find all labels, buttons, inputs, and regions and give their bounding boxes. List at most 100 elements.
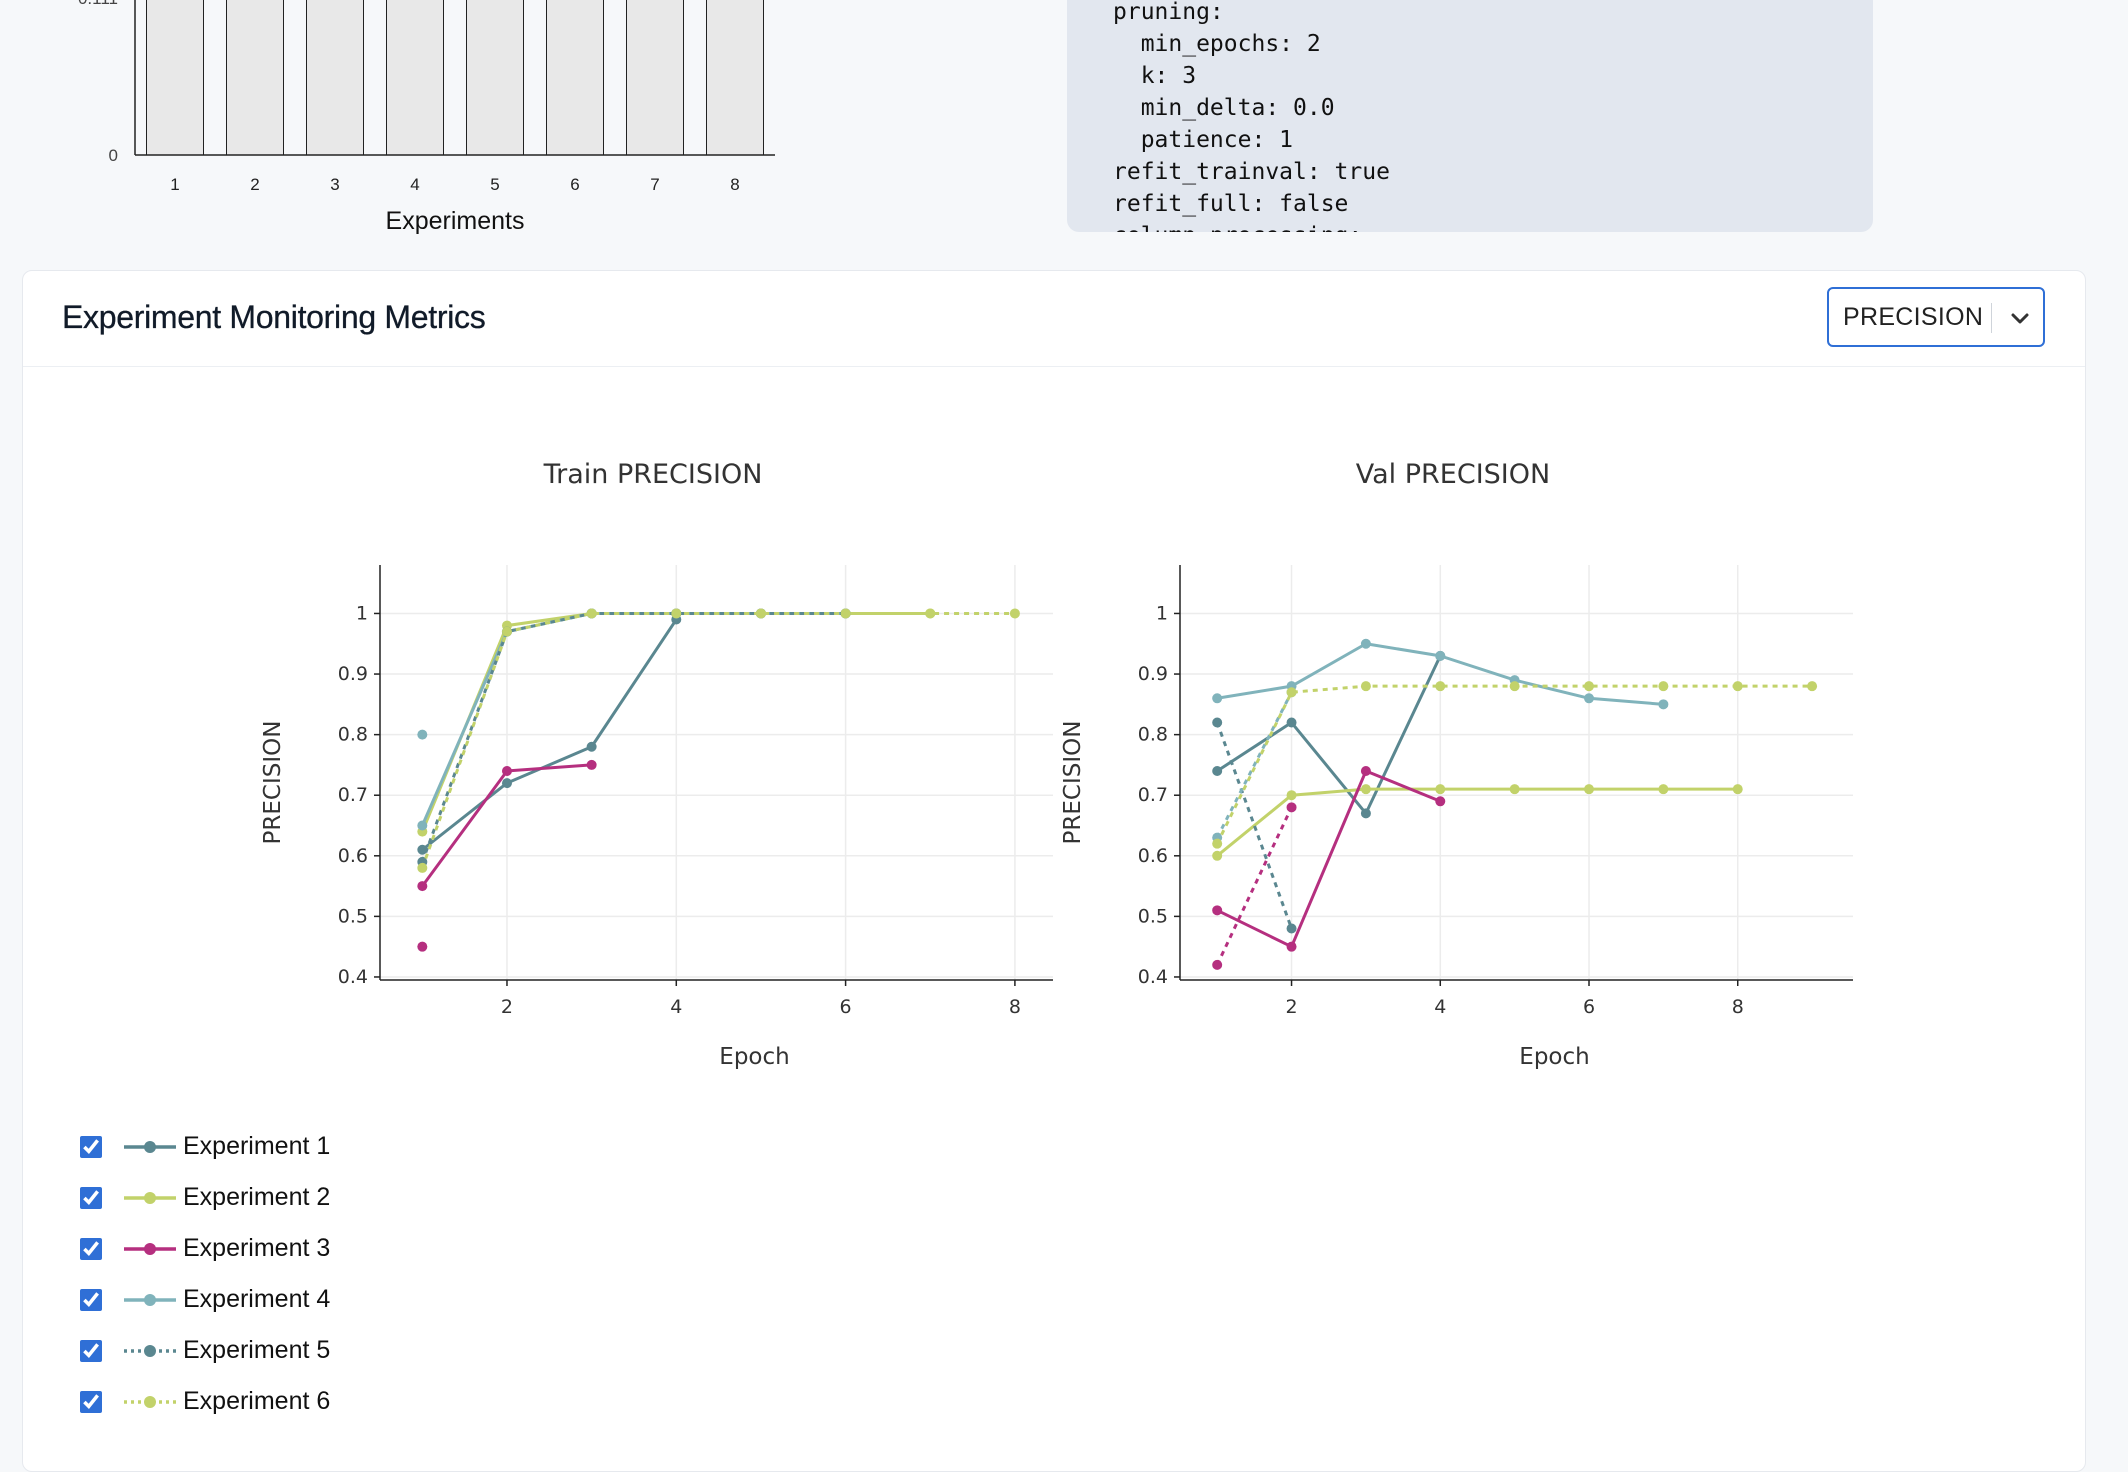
data-point	[1286, 717, 1297, 728]
data-point	[1286, 802, 1297, 813]
legend-line-icon	[124, 1141, 176, 1153]
y-tick-label: 0.7	[338, 784, 368, 806]
legend-checkbox[interactable]	[80, 1289, 102, 1311]
data-point	[1360, 681, 1371, 692]
legend-item[interactable]: Experiment 2	[80, 1181, 480, 1221]
series-line	[1216, 655, 1442, 815]
legend-checkbox[interactable]	[80, 1136, 102, 1158]
data-point	[417, 862, 428, 873]
x-axis-label: Epoch	[719, 1044, 789, 1070]
legend-label: Experiment 5	[183, 1336, 331, 1364]
series-experiment-3b	[1212, 802, 1297, 970]
legend-checkbox[interactable]	[80, 1238, 102, 1260]
legend-line-icon	[124, 1294, 176, 1306]
y-axis-label: PRECISION	[1060, 721, 1086, 845]
legend-line-icon	[124, 1192, 176, 1204]
data-point	[1212, 693, 1223, 704]
series-line	[1215, 691, 1293, 839]
series-line	[1216, 769, 1441, 949]
bar-x-axis-label: Experiments	[386, 207, 525, 235]
legend-line-icon	[124, 1396, 176, 1408]
bar-xtick-label: 3	[330, 175, 339, 194]
x-tick-label: 4	[1434, 996, 1446, 1018]
data-point	[501, 778, 512, 789]
data-point	[1435, 784, 1446, 795]
series-experiment-3	[417, 759, 597, 892]
series-experiment-4-single-	[417, 729, 428, 740]
bar-7	[626, 0, 684, 156]
data-point	[417, 881, 428, 892]
x-tick-label: 8	[1732, 996, 1744, 1018]
data-point	[1212, 765, 1223, 776]
data-point	[1286, 790, 1297, 801]
data-point	[1286, 923, 1297, 934]
legend-line-icon	[124, 1345, 176, 1357]
legend-item[interactable]: Experiment 1	[80, 1130, 480, 1170]
series-experiment-1	[417, 614, 682, 855]
y-tick-label: 0.5	[1138, 905, 1168, 927]
data-point	[1807, 681, 1818, 692]
data-point	[1009, 608, 1020, 619]
legend-label: Experiment 3	[183, 1234, 331, 1262]
legend-checkbox[interactable]	[80, 1391, 102, 1413]
chart-panel-1: Train PRECISION 2 4 6 8 0.4 0.5 0.6 0.7 0.8 0.9 1 Ep…	[260, 459, 1053, 1070]
data-point	[755, 608, 766, 619]
data-point	[1360, 638, 1371, 649]
x-tick-label: 6	[1583, 996, 1595, 1018]
series-experiment-4	[1212, 638, 1669, 710]
legend-checkbox[interactable]	[80, 1340, 102, 1362]
legend-item[interactable]: Experiment 5	[80, 1334, 480, 1374]
bar-2	[226, 0, 284, 156]
data-point	[1360, 765, 1371, 776]
y-tick-label: 0.9	[338, 663, 368, 685]
legend-item[interactable]: Experiment 3	[80, 1232, 480, 1272]
x-tick-label: 2	[501, 996, 513, 1018]
select-separator	[1991, 303, 1992, 333]
data-point	[501, 626, 512, 637]
chart-panel-2: Val PRECISION 2 4 6 8 0.4 0.5 0.6 0.7 0.8 0.9 1 Epoc…	[1060, 459, 1853, 1070]
bar-xtick-label: 2	[250, 175, 259, 194]
data-point	[1435, 650, 1446, 661]
legend-checkbox[interactable]	[80, 1187, 102, 1209]
bar-xtick-label: 5	[490, 175, 499, 194]
series-experiment-5	[1212, 717, 1297, 934]
data-point	[1435, 796, 1446, 807]
data-point	[417, 941, 428, 952]
y-tick-label: 0.7	[1138, 784, 1168, 806]
series-experiment-6	[1212, 681, 1818, 849]
data-point	[1212, 838, 1223, 849]
chevron-down-icon[interactable]	[2009, 307, 2031, 329]
data-point	[586, 759, 597, 770]
bar-ytick-top: 0.111	[78, 0, 118, 8]
y-tick-label: 0.6	[1138, 845, 1168, 867]
data-point	[1286, 687, 1297, 698]
metric-select[interactable]: PRECISION	[1827, 287, 2045, 347]
legend-item[interactable]: Experiment 6	[80, 1385, 480, 1425]
legend-label: Experiment 6	[183, 1387, 331, 1415]
y-axis-label: PRECISION	[260, 721, 286, 845]
legend-label: Experiment 2	[183, 1183, 331, 1211]
bar-xtick-label: 8	[730, 175, 739, 194]
data-point	[1584, 681, 1595, 692]
bar-3	[306, 0, 364, 156]
y-tick-label: 0.8	[1138, 724, 1168, 746]
bar-xtick-label: 6	[570, 175, 579, 194]
data-point	[1509, 784, 1520, 795]
series-experiment-1	[1212, 650, 1446, 819]
series-line	[420, 611, 1015, 869]
data-point	[1732, 681, 1743, 692]
series-line	[1215, 722, 1293, 930]
data-point	[1212, 959, 1223, 970]
legend-item[interactable]: Experiment 4	[80, 1283, 480, 1323]
data-point	[1584, 784, 1595, 795]
bar-ytick-zero: 0	[109, 146, 118, 165]
y-tick-label: 1	[356, 602, 368, 624]
bar-xtick-label: 7	[650, 175, 659, 194]
data-point	[840, 608, 851, 619]
bar-8	[706, 0, 764, 156]
y-tick-label: 0.9	[1138, 663, 1168, 685]
data-point	[1360, 784, 1371, 795]
data-point	[671, 608, 682, 619]
data-point	[1658, 784, 1669, 795]
card-title: Experiment Monitoring Metrics	[62, 299, 486, 335]
